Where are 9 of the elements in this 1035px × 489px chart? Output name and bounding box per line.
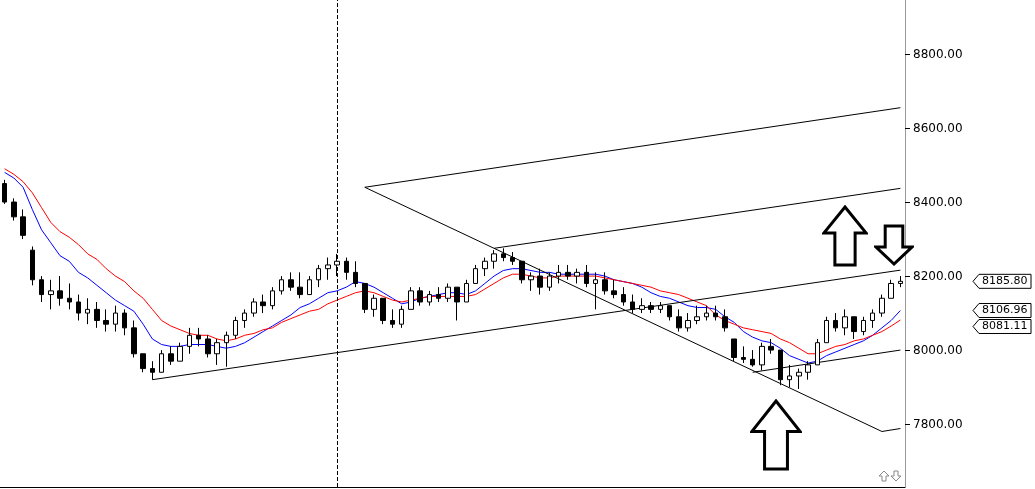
text: 8081.11 (982, 319, 1028, 333)
y-tick-label: 8800.00 (913, 47, 963, 62)
y-tick-label: 8000.00 (913, 343, 963, 358)
y-tick-label: 8600.00 (913, 121, 963, 136)
text: 8185.80 (982, 274, 1028, 288)
text: 8106.96 (982, 303, 1028, 317)
y-tick-label: 7800.00 (913, 417, 963, 432)
y-tick-label: 8400.00 (913, 195, 963, 210)
y-tick-label: 8200.00 (913, 269, 963, 284)
